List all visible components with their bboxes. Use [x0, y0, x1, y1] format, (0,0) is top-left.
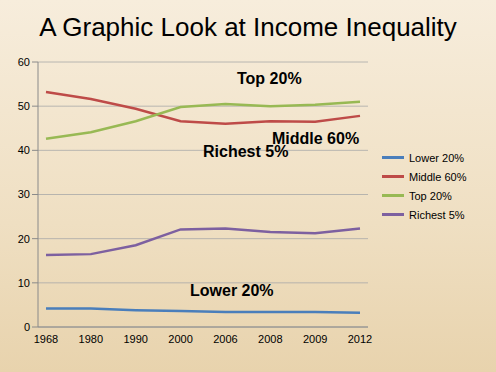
html-text:Middle 60%: Middle 60% [409, 170, 467, 183]
svg-text:30: 30 [18, 188, 30, 200]
html-text:Richest 5%: Richest 5% [409, 208, 465, 221]
svg-text:50: 50 [18, 100, 30, 112]
html-text:A Graphic Look at Income Inequ: A Graphic Look at Income Inequality [39, 12, 457, 42]
html-text:Top 20%: Top 20% [237, 70, 302, 87]
svg-text:2012: 2012 [348, 333, 372, 345]
svg-text:2009: 2009 [303, 333, 327, 345]
html-text:Richest 5%: Richest 5% [203, 143, 289, 160]
html-text:Top 20%: Top 20% [409, 189, 452, 202]
html-text:Lower 20%: Lower 20% [409, 151, 464, 164]
svg-text:1990: 1990 [123, 333, 147, 345]
svg-text:2006: 2006 [213, 333, 237, 345]
svg-text:10: 10 [18, 277, 30, 289]
html-text:Lower 20%: Lower 20% [190, 282, 274, 299]
svg-text:40: 40 [18, 144, 30, 156]
svg-text:2008: 2008 [258, 333, 282, 345]
svg-text:0: 0 [24, 321, 30, 333]
svg-text:1980: 1980 [79, 333, 103, 345]
html-text:Middle 60%: Middle 60% [272, 130, 360, 147]
svg-text:1968: 1968 [34, 333, 58, 345]
svg-text:60: 60 [18, 56, 30, 68]
svg-text:20: 20 [18, 233, 30, 245]
svg-text:2000: 2000 [168, 333, 192, 345]
